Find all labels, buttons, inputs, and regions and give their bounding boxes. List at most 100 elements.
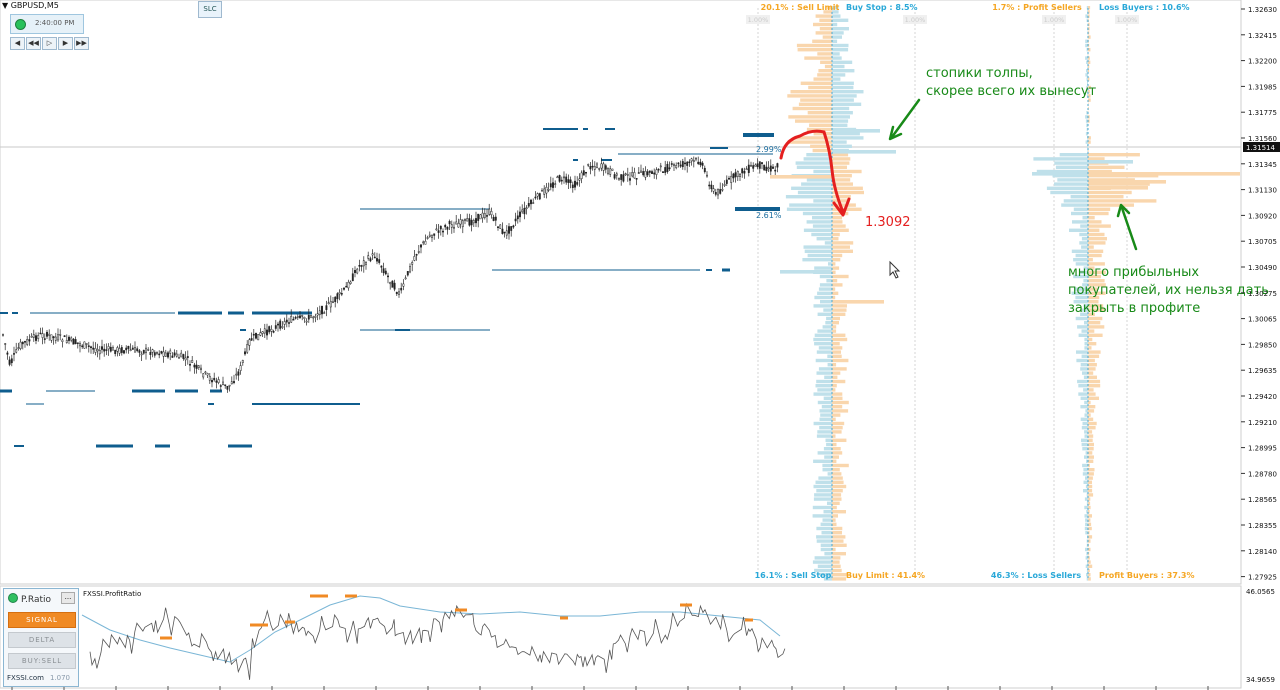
candle-body bbox=[387, 275, 389, 278]
delta-button[interactable]: DELTA bbox=[8, 632, 76, 648]
orderbook-bar bbox=[1088, 430, 1093, 434]
orderbook-bar bbox=[828, 262, 832, 266]
candle-body bbox=[202, 373, 205, 378]
candle-body bbox=[228, 384, 231, 387]
candle-body bbox=[329, 300, 332, 308]
candle-body bbox=[525, 207, 528, 209]
orderbook-bar bbox=[825, 438, 832, 442]
pratio-menu-button[interactable]: ... bbox=[61, 592, 75, 604]
candle-body bbox=[378, 259, 381, 263]
orderbook-bar bbox=[832, 153, 849, 157]
orderbook-bar bbox=[1088, 514, 1092, 518]
candle-body bbox=[446, 226, 449, 230]
candle-body bbox=[217, 379, 220, 383]
candle-body bbox=[57, 334, 59, 341]
candle-body bbox=[472, 220, 475, 224]
candle-body bbox=[488, 208, 491, 215]
candle-body bbox=[512, 225, 515, 228]
orderbook-bar bbox=[1085, 531, 1088, 535]
candle-body bbox=[666, 163, 669, 172]
candle-body bbox=[730, 175, 733, 183]
candle-body bbox=[244, 351, 246, 355]
candle-body bbox=[354, 270, 356, 273]
orderbook-bar bbox=[832, 325, 837, 329]
candle-body bbox=[653, 172, 656, 175]
indicator-lines bbox=[81, 594, 786, 680]
candle-body bbox=[563, 176, 565, 179]
candle-body bbox=[158, 353, 161, 356]
candle-body bbox=[545, 186, 548, 194]
fast-forward-button[interactable]: ▶▶ bbox=[74, 37, 89, 50]
orderbook-bar bbox=[832, 190, 864, 195]
orderbook-bar bbox=[1081, 354, 1088, 358]
candle-body bbox=[365, 262, 367, 265]
orderbook-bar bbox=[813, 484, 832, 489]
play-button[interactable]: ▷ bbox=[42, 37, 57, 50]
loss-buyers-label: Loss Buyers : 10.6% bbox=[1099, 3, 1190, 12]
orderbook-bar bbox=[1088, 388, 1094, 392]
candle-body bbox=[486, 215, 488, 217]
candle-body bbox=[622, 174, 625, 182]
orderbook-bar bbox=[1088, 6, 1091, 10]
orderbook-bar bbox=[822, 35, 832, 39]
time-display: 2:40:00 PM bbox=[10, 14, 84, 34]
dropdown-triangle-icon[interactable]: ▼ bbox=[2, 1, 11, 10]
candle-body bbox=[769, 165, 772, 172]
orderbook-bar bbox=[1088, 522, 1092, 526]
orderbook-bar bbox=[823, 447, 832, 451]
buysell-button[interactable]: BUY:SELL bbox=[8, 653, 76, 669]
orderbook-bar bbox=[1088, 367, 1096, 371]
price-axis-label: 1.28140 bbox=[1248, 548, 1277, 556]
orderbook-bar bbox=[1084, 337, 1088, 342]
orderbook-bar bbox=[1088, 228, 1100, 232]
candle-body bbox=[633, 172, 636, 179]
orderbook-bar bbox=[832, 102, 862, 106]
candle-body bbox=[83, 341, 86, 349]
orderbook-bar bbox=[822, 325, 832, 329]
orderbook-bar bbox=[1088, 279, 1105, 283]
candle-body bbox=[699, 161, 702, 166]
indicator-axis-top: 46.0565 bbox=[1246, 588, 1275, 596]
orderbook-bar bbox=[1086, 573, 1088, 577]
candle-body bbox=[582, 170, 585, 176]
candle-body bbox=[679, 164, 682, 167]
orderbook-bar bbox=[832, 455, 839, 459]
orderbook-bar bbox=[1088, 409, 1095, 413]
symbol-text: GBPUSD,M5 bbox=[10, 1, 59, 10]
candle-body bbox=[356, 268, 359, 274]
candle-body bbox=[246, 344, 249, 353]
orderbook-bar bbox=[1054, 182, 1088, 186]
orderbook-bar bbox=[832, 472, 842, 476]
orderbook-bar bbox=[826, 279, 832, 283]
orderbook-bar bbox=[827, 472, 832, 476]
rewind-button[interactable]: ◀◀ bbox=[26, 37, 41, 50]
candle-body bbox=[193, 364, 196, 368]
orderbook-bar bbox=[1079, 232, 1088, 237]
price-axis-label: 1.29635 bbox=[1248, 367, 1277, 375]
price-axis-label: 1.30490 bbox=[1248, 264, 1277, 272]
orderbook-bar bbox=[818, 287, 832, 291]
slc-button[interactable]: SLC bbox=[198, 1, 222, 18]
play-back-button[interactable]: ◀ bbox=[10, 37, 25, 50]
step-forward-button[interactable]: ▶ bbox=[58, 37, 73, 50]
candle-body bbox=[530, 199, 532, 205]
candle-body bbox=[268, 326, 271, 333]
candle-body bbox=[105, 349, 108, 351]
orderbook-bar bbox=[1077, 379, 1088, 384]
candle-body bbox=[101, 346, 103, 350]
orderbook-bar bbox=[1081, 237, 1088, 241]
orderbook-bar bbox=[1088, 153, 1140, 157]
candle-body bbox=[120, 347, 123, 353]
candle-body bbox=[549, 183, 552, 188]
orderbook-bar bbox=[1088, 413, 1091, 417]
candle-body bbox=[153, 352, 156, 356]
orderbook-bar bbox=[1087, 560, 1088, 564]
orderbook-bar bbox=[832, 85, 854, 90]
candle-body bbox=[758, 161, 761, 169]
candle-body bbox=[609, 168, 612, 175]
candle-body bbox=[411, 262, 414, 265]
candle-body bbox=[725, 179, 728, 184]
candle-body bbox=[505, 230, 508, 236]
signal-button[interactable]: SIGNAL bbox=[8, 612, 76, 628]
price-axis-label: 1.28995 bbox=[1248, 445, 1277, 453]
